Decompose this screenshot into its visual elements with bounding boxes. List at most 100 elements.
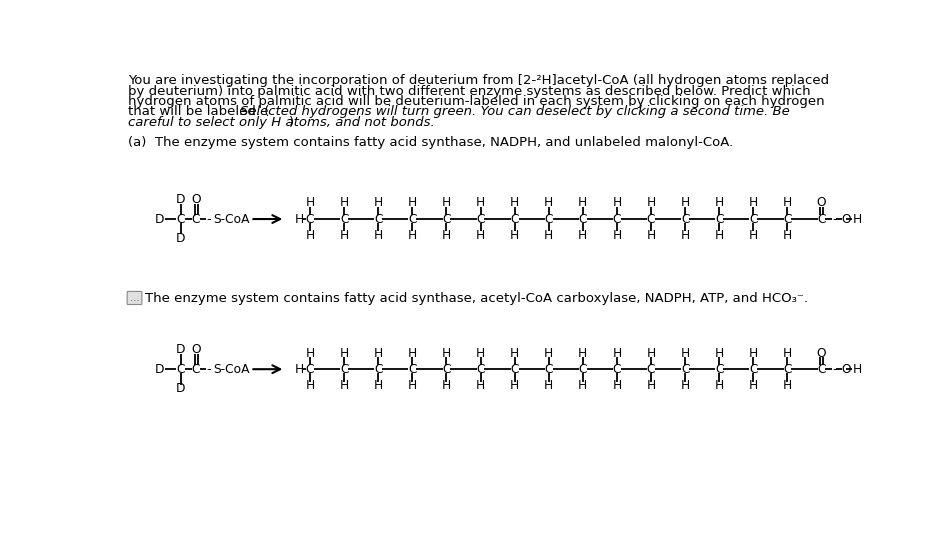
Text: C: C xyxy=(442,363,451,376)
Text: H: H xyxy=(646,229,656,242)
Text: H: H xyxy=(476,346,485,359)
Text: H: H xyxy=(442,196,451,209)
Text: C: C xyxy=(817,212,826,225)
Text: H: H xyxy=(294,212,304,225)
Text: H: H xyxy=(646,346,656,359)
Text: H: H xyxy=(476,229,485,242)
Text: H: H xyxy=(294,363,304,376)
Text: H: H xyxy=(783,379,792,392)
Text: H: H xyxy=(340,379,349,392)
Text: H: H xyxy=(442,229,451,242)
Text: H: H xyxy=(544,379,553,392)
Text: O: O xyxy=(842,363,851,376)
Text: C: C xyxy=(647,212,656,225)
Text: C: C xyxy=(680,363,689,376)
Text: H: H xyxy=(306,346,315,359)
Text: H: H xyxy=(646,196,656,209)
Text: (a)  The enzyme system contains fatty acid synthase, NADPH, and unlabeled malony: (a) The enzyme system contains fatty aci… xyxy=(128,136,734,149)
Text: H: H xyxy=(749,346,758,359)
Text: H: H xyxy=(749,379,758,392)
Text: H: H xyxy=(340,196,349,209)
Text: H: H xyxy=(374,379,382,392)
Text: C: C xyxy=(476,363,485,376)
Text: C: C xyxy=(476,212,485,225)
Text: H: H xyxy=(340,229,349,242)
Text: H: H xyxy=(612,229,622,242)
Text: The enzyme system contains fatty acid synthase, acetyl-CoA carboxylase, NADPH, A: The enzyme system contains fatty acid sy… xyxy=(145,292,808,305)
Text: C: C xyxy=(545,212,553,225)
Text: H: H xyxy=(783,196,792,209)
Text: …: … xyxy=(130,293,140,303)
Text: C: C xyxy=(545,363,553,376)
Text: C: C xyxy=(749,212,757,225)
Text: H: H xyxy=(578,229,587,242)
Text: C: C xyxy=(408,212,417,225)
Text: C: C xyxy=(511,212,519,225)
Text: Selected hydrogens will turn green. You can deselect by clicking a second time. : Selected hydrogens will turn green. You … xyxy=(239,106,790,119)
Text: H: H xyxy=(510,229,519,242)
Text: C: C xyxy=(783,212,791,225)
Text: -: - xyxy=(832,363,837,376)
Text: H: H xyxy=(612,196,622,209)
Text: H: H xyxy=(306,196,315,209)
Text: H: H xyxy=(340,346,349,359)
Text: H: H xyxy=(852,363,862,376)
Text: H: H xyxy=(749,229,758,242)
Text: O: O xyxy=(192,193,201,207)
Text: C: C xyxy=(306,363,314,376)
Text: H: H xyxy=(544,346,553,359)
Text: H: H xyxy=(306,379,315,392)
Text: O: O xyxy=(842,212,851,225)
Text: H: H xyxy=(715,379,724,392)
Text: H: H xyxy=(476,196,485,209)
Text: C: C xyxy=(408,363,417,376)
Text: H: H xyxy=(612,379,622,392)
Text: C: C xyxy=(715,212,723,225)
Text: -: - xyxy=(206,212,211,225)
Text: ): ) xyxy=(289,116,294,129)
Text: H: H xyxy=(680,346,690,359)
Text: O: O xyxy=(192,344,201,357)
Text: D: D xyxy=(176,232,185,245)
Text: H: H xyxy=(510,196,519,209)
Text: C: C xyxy=(680,212,689,225)
Text: H: H xyxy=(374,346,382,359)
Text: H: H xyxy=(374,229,382,242)
Text: H: H xyxy=(544,229,553,242)
Text: H: H xyxy=(680,229,690,242)
Text: C: C xyxy=(749,363,757,376)
Text: O: O xyxy=(817,196,827,209)
Text: H: H xyxy=(783,346,792,359)
Text: C: C xyxy=(579,212,587,225)
Text: S-CoA: S-CoA xyxy=(214,212,250,225)
Text: C: C xyxy=(511,363,519,376)
Text: C: C xyxy=(192,363,200,376)
Text: C: C xyxy=(340,363,348,376)
Text: H: H xyxy=(442,379,451,392)
Text: C: C xyxy=(783,363,791,376)
Text: -: - xyxy=(206,363,211,376)
Text: H: H xyxy=(680,196,690,209)
Text: H: H xyxy=(476,379,485,392)
Text: C: C xyxy=(306,212,314,225)
Text: hydrogen atoms of palmitic acid will be deuterium-labeled in each system by clic: hydrogen atoms of palmitic acid will be … xyxy=(128,95,825,108)
Text: careful to select only H atoms, and not bonds.: careful to select only H atoms, and not … xyxy=(128,116,435,129)
Text: H: H xyxy=(680,379,690,392)
Text: H: H xyxy=(408,346,417,359)
Text: that will be labeled. (: that will be labeled. ( xyxy=(128,106,270,119)
Text: H: H xyxy=(544,196,553,209)
Text: H: H xyxy=(408,229,417,242)
Text: H: H xyxy=(374,196,382,209)
Text: C: C xyxy=(715,363,723,376)
Text: H: H xyxy=(510,346,519,359)
Text: H: H xyxy=(715,346,724,359)
Text: D: D xyxy=(176,344,185,357)
Text: You are investigating the incorporation of deuterium from [2-²H]acetyl-CoA (all : You are investigating the incorporation … xyxy=(128,74,829,87)
Text: H: H xyxy=(852,212,862,225)
Text: by deuterium) into palmitic acid with two different enzyme systems as described : by deuterium) into palmitic acid with tw… xyxy=(128,85,810,98)
Text: C: C xyxy=(613,363,622,376)
FancyBboxPatch shape xyxy=(127,292,141,305)
Text: H: H xyxy=(510,379,519,392)
Text: D: D xyxy=(155,363,164,376)
Text: H: H xyxy=(578,196,587,209)
